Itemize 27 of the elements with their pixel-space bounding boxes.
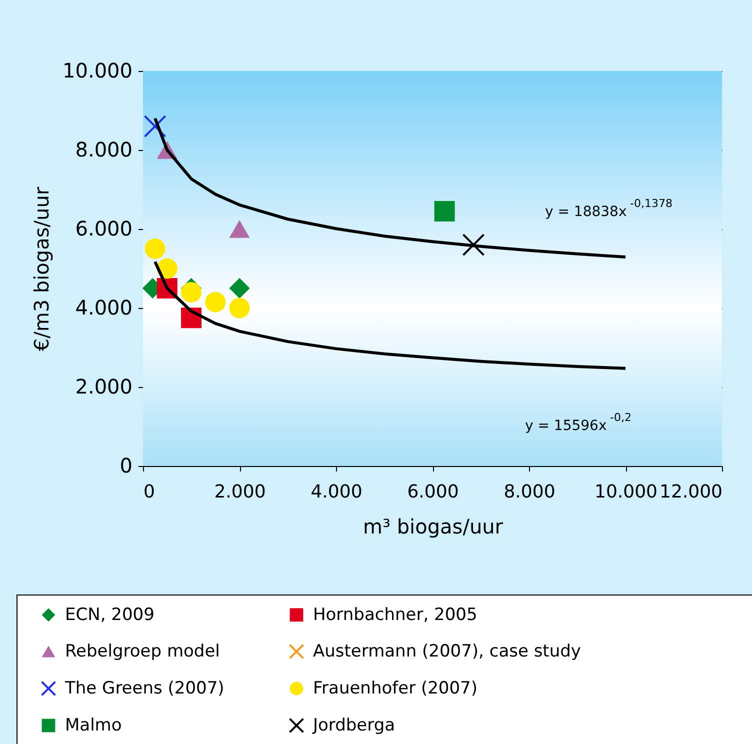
x-tick-label: 8.000 <box>504 482 556 502</box>
y-tick-label: 2.000 <box>75 374 132 398</box>
x-tick-label: 0 <box>144 482 155 502</box>
legend-label: The Greens (2007) <box>64 678 224 698</box>
line-series <box>154 260 627 370</box>
y-tick-label: 8.000 <box>75 138 132 162</box>
legend-label: Jordberga <box>312 716 396 736</box>
legend-label: ECN, 2009 <box>65 604 154 625</box>
legend-label: Malmo <box>65 716 122 736</box>
line-series <box>154 116 627 259</box>
annotation: y = 15596x-0,2 <box>525 411 632 434</box>
x-tick-label: 10.000 <box>594 482 658 502</box>
annotation: y = 18838x-0,1378 <box>545 197 672 220</box>
y-tick-label: 6.000 <box>75 216 132 240</box>
y-tick-label: 4.000 <box>75 296 132 320</box>
x-tick-label: 12.000 <box>660 482 722 502</box>
legend-label: Hornbachner, 2005 <box>313 604 478 625</box>
y-axis-title: €/m3 biogas/uur <box>30 186 54 352</box>
y-tick-label: 0 <box>120 454 132 478</box>
x-tick-label: 4.000 <box>310 482 362 502</box>
y-tick-label: 10.000 <box>62 58 132 82</box>
x-tick-label: 2.000 <box>214 482 266 502</box>
legend-label: Austermann (2007), case study <box>313 642 581 662</box>
legend-label: Rebelgroep model <box>65 642 220 662</box>
x-axis-title: m³ biogas/uur <box>362 514 504 538</box>
x-tick-label: 6.000 <box>407 482 459 502</box>
legend-label: Frauenhofer (2007) <box>313 678 478 698</box>
